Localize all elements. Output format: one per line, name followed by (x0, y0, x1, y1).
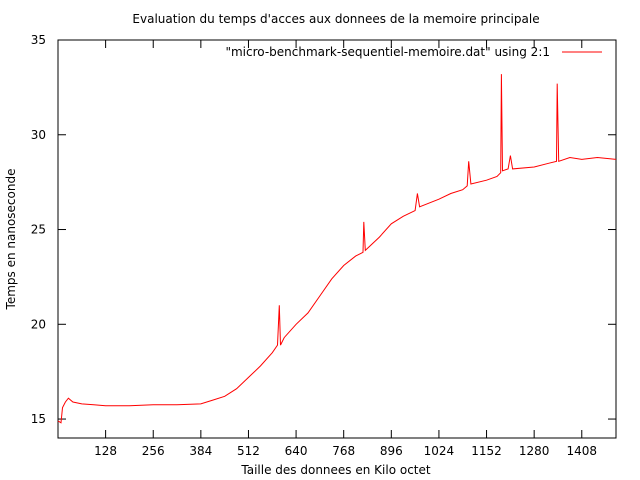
series-group (57, 74, 617, 424)
x-tick-label: 1152 (471, 444, 502, 458)
y-tick-label: 25 (31, 223, 46, 237)
y-tick-label: 20 (31, 317, 46, 331)
legend-label: "micro-benchmark-sequentiel-memoire.dat"… (225, 45, 550, 59)
y-axis: 15 20 25 30 35 (31, 33, 616, 426)
series-line (57, 74, 617, 424)
legend: "micro-benchmark-sequentiel-memoire.dat"… (225, 45, 602, 59)
plot-frame (57, 39, 617, 439)
x-axis-label: Taille des donnees en Kilo octet (240, 463, 430, 477)
x-tick-label: 384 (189, 444, 212, 458)
y-tick-label: 30 (31, 128, 46, 142)
x-tick-label: 896 (380, 444, 403, 458)
x-tick-label: 1408 (567, 444, 598, 458)
y-tick-label: 35 (31, 33, 46, 47)
x-tick-label: 128 (94, 444, 117, 458)
x-tick-label: 256 (142, 444, 165, 458)
y-axis-label: Temps en nanoseconde (4, 169, 18, 311)
x-axis: 128 256 384 512 640 768 896 1024 1152 1280 1408 (94, 40, 597, 458)
x-tick-label: 1280 (519, 444, 550, 458)
plot-border (57, 39, 617, 439)
y-tick-label: 15 (31, 412, 46, 426)
chart-title: Evaluation du temps d'acces aux donnees … (132, 12, 539, 26)
x-tick-label: 640 (285, 444, 308, 458)
x-tick-label: 1024 (424, 444, 455, 458)
x-tick-label: 512 (237, 444, 260, 458)
x-tick-label: 768 (332, 444, 355, 458)
